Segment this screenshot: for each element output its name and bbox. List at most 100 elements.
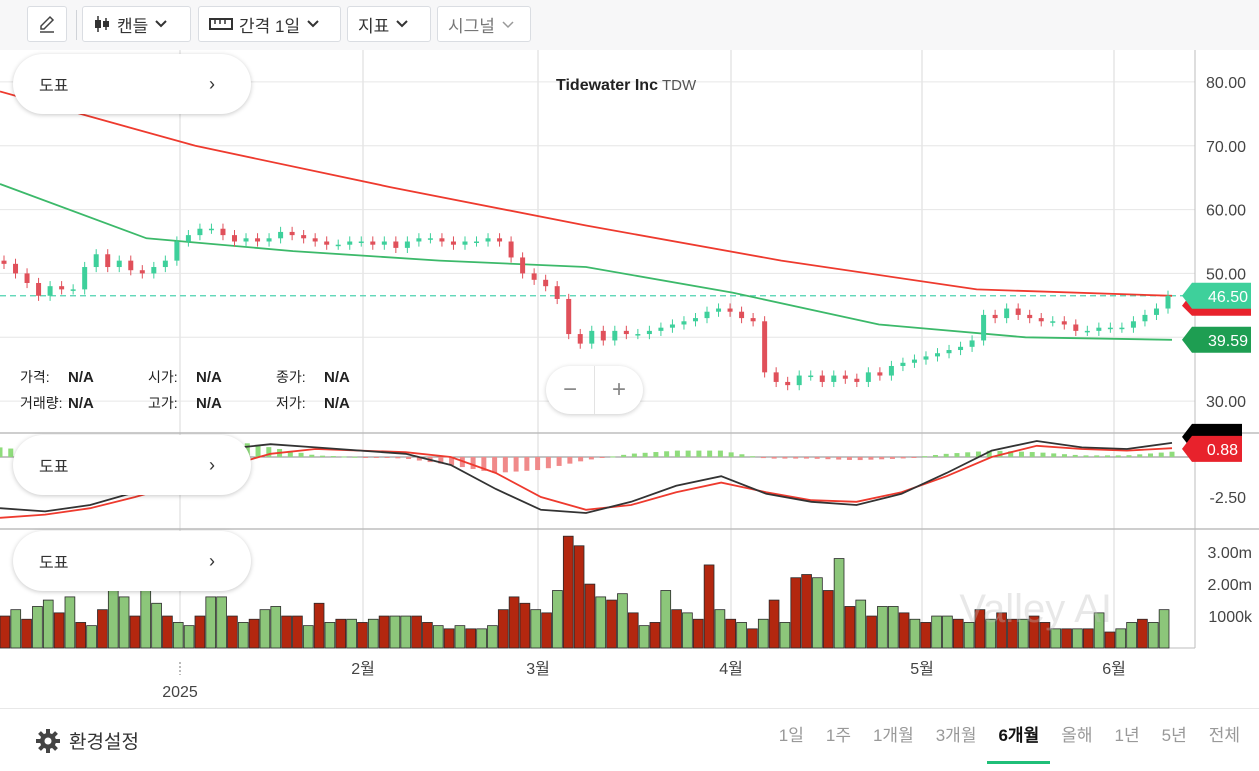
macd-histogram-bar — [352, 456, 358, 458]
candle-body — [520, 257, 526, 274]
candle-body — [208, 228, 214, 231]
volume-bar — [357, 622, 368, 649]
range-tab-7[interactable]: 5년 — [1161, 726, 1187, 745]
candle-body — [1, 260, 7, 264]
macd-histogram-bar — [320, 455, 326, 457]
pill-label: 도표 — [39, 555, 69, 572]
volume-bar — [443, 628, 455, 649]
volume-bar — [487, 625, 498, 649]
macd-histogram-bar — [406, 457, 412, 460]
macd-histogram-bar — [760, 457, 766, 459]
macd-histogram-bar — [373, 457, 379, 458]
candle-body — [393, 241, 399, 248]
candle-body — [439, 238, 445, 242]
candle-body — [681, 321, 687, 325]
candle-body — [785, 381, 791, 386]
macd-histogram-bar — [803, 457, 809, 459]
volume-bar — [920, 622, 932, 649]
range-tab-0[interactable]: 1일 — [778, 726, 804, 745]
ma-badge-text: 39.59 — [1208, 333, 1248, 350]
volume-bar — [454, 625, 466, 649]
range-tab-2[interactable]: 1개월 — [872, 726, 914, 745]
volume-bar — [779, 622, 791, 649]
macd-histogram-bar — [685, 450, 691, 457]
candle-body — [1061, 321, 1067, 325]
range-tab-4[interactable]: 6개월 — [987, 709, 1050, 764]
zoom-divider — [594, 366, 595, 414]
candle-body — [888, 365, 894, 376]
bottom-bar: 환경설정 1일 1주 1개월 3개월 6개월 올해 1년 5년 전체 — [0, 708, 1259, 771]
signal-dropdown[interactable]: 시그널 — [437, 6, 531, 42]
volume-bar — [790, 577, 802, 649]
volume-bar — [1050, 628, 1062, 649]
volume-bar — [573, 545, 585, 649]
macd-panel-chart-pill[interactable]: 도표 › — [13, 435, 251, 495]
candle-body — [1004, 308, 1010, 319]
macd-histogram-bar — [363, 457, 369, 458]
range-tab-5[interactable]: 올해 — [1061, 726, 1093, 745]
macd-histogram-bar — [481, 457, 487, 471]
draw-button[interactable] — [27, 6, 67, 42]
candle-body — [105, 254, 111, 268]
volume-bar — [714, 609, 726, 649]
volume-bar — [1007, 618, 1018, 649]
zoom-in-button[interactable]: + — [611, 376, 626, 403]
indicator-dropdown[interactable]: 지표 — [347, 6, 431, 42]
range-tab-8[interactable]: 전체 — [1208, 726, 1240, 745]
macd-histogram-bar — [1094, 455, 1100, 457]
price-tick-1: 70.00 — [1206, 139, 1246, 156]
zoom-out-button[interactable]: − — [562, 376, 577, 403]
range-tab-6[interactable]: 1년 — [1114, 726, 1140, 745]
settings-button[interactable]: 환경설정 — [35, 727, 139, 754]
candle-body — [543, 279, 549, 287]
candle-body — [1130, 321, 1136, 328]
volume-bar — [649, 622, 661, 649]
volume-bar — [552, 590, 563, 649]
interval-dropdown[interactable]: 간격 1일 — [198, 6, 341, 42]
volume-bar — [1126, 622, 1137, 649]
high-value: N/A — [196, 395, 222, 412]
price-tick-0: 80.00 — [1206, 75, 1246, 92]
candle-body — [1142, 314, 1148, 322]
candle-body — [946, 350, 952, 354]
price-panel-chart-pill[interactable]: 도표 › — [13, 54, 251, 114]
macd-histogram-bar — [588, 457, 594, 460]
volume-bar — [389, 615, 401, 649]
macd-histogram-bar — [793, 457, 799, 459]
macd-histogram-bar — [664, 451, 670, 457]
candle-body — [197, 228, 203, 236]
ma-badge-shape — [1182, 326, 1251, 353]
volume-panel-chart-pill[interactable]: 도표 › — [13, 531, 251, 591]
candle-type-dropdown[interactable]: 캔들 — [82, 6, 191, 42]
candle-body — [623, 330, 629, 335]
interval-label: 간격 1일 — [239, 16, 301, 36]
volume-bar — [1115, 628, 1127, 649]
volume-bar — [378, 615, 390, 649]
range-tab-1[interactable]: 1주 — [825, 726, 851, 745]
macd-histogram-bar — [975, 451, 981, 457]
candle-body — [981, 314, 987, 341]
candle-body — [82, 267, 88, 290]
macd-histogram-bar — [943, 453, 949, 457]
volume-bar — [692, 618, 704, 649]
macd-histogram-bar — [470, 457, 476, 469]
range-tab-3[interactable]: 3개월 — [935, 726, 977, 745]
candlestick-icon — [95, 16, 109, 32]
macd-histogram-bar — [631, 453, 637, 457]
volume-bar — [75, 622, 87, 649]
candle-body — [278, 231, 284, 239]
macd-histogram-bar — [610, 456, 616, 458]
candle-body — [301, 235, 307, 239]
volume-bar — [411, 615, 422, 649]
candle-body — [1038, 318, 1044, 322]
macd-histogram-bar — [707, 450, 713, 457]
volume-bar — [53, 612, 65, 649]
macd-histogram-bar — [814, 457, 820, 459]
volume-bar — [747, 628, 758, 649]
candle-body — [116, 260, 122, 268]
volume-bar — [205, 596, 217, 649]
candle-body — [139, 270, 145, 274]
macd-histogram-bar — [954, 453, 960, 457]
volume-tick-0: 3.00m — [1208, 545, 1252, 562]
candle-body — [842, 375, 848, 379]
